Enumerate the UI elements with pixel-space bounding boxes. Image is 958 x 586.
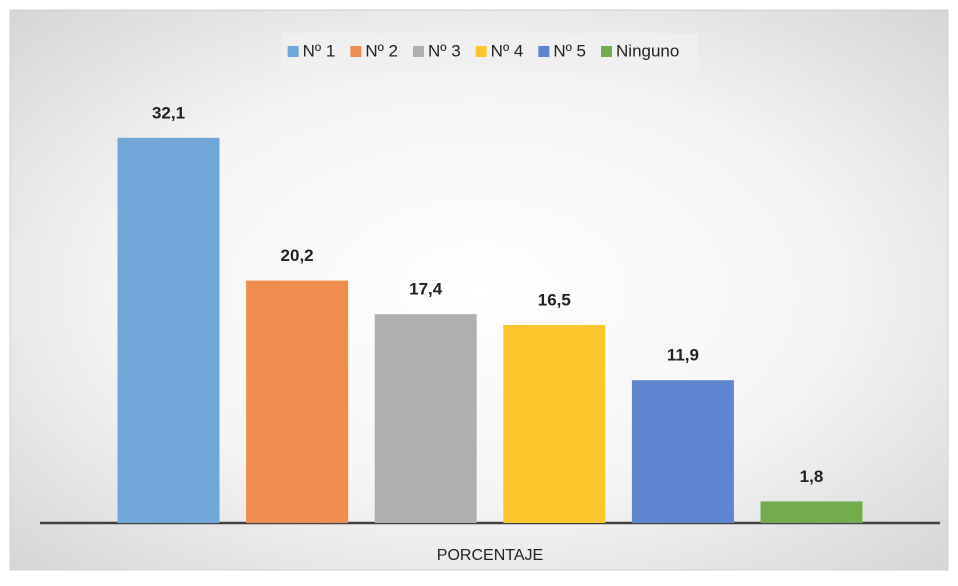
bar: [760, 501, 863, 523]
legend-label: Ninguno: [616, 41, 679, 60]
legend-label: Nº 4: [491, 41, 524, 60]
bar: [631, 380, 734, 523]
bar: [503, 325, 606, 523]
data-label: 11,9: [667, 346, 699, 365]
bar: [246, 280, 349, 523]
data-label: 32,1: [152, 103, 185, 122]
x-tick-label: PORCENTAJE: [437, 547, 543, 564]
legend-label: Nº 1: [303, 41, 336, 60]
bar: [117, 137, 220, 524]
legend-label: Nº 2: [365, 41, 398, 60]
bar: [374, 314, 477, 523]
data-label: 20,2: [281, 246, 314, 265]
legend-label: Nº 3: [428, 41, 461, 60]
legend-swatch: [538, 46, 550, 57]
data-label: 16,5: [538, 290, 571, 309]
legend-swatch: [287, 46, 299, 57]
data-label: 17,4: [409, 280, 443, 299]
legend-swatch: [475, 46, 487, 57]
data-label: 1,8: [800, 467, 824, 486]
legend-label: Nº 5: [553, 41, 586, 60]
legend-swatch: [413, 46, 424, 57]
legend-swatch: [350, 46, 362, 57]
legend-swatch: [601, 46, 613, 57]
